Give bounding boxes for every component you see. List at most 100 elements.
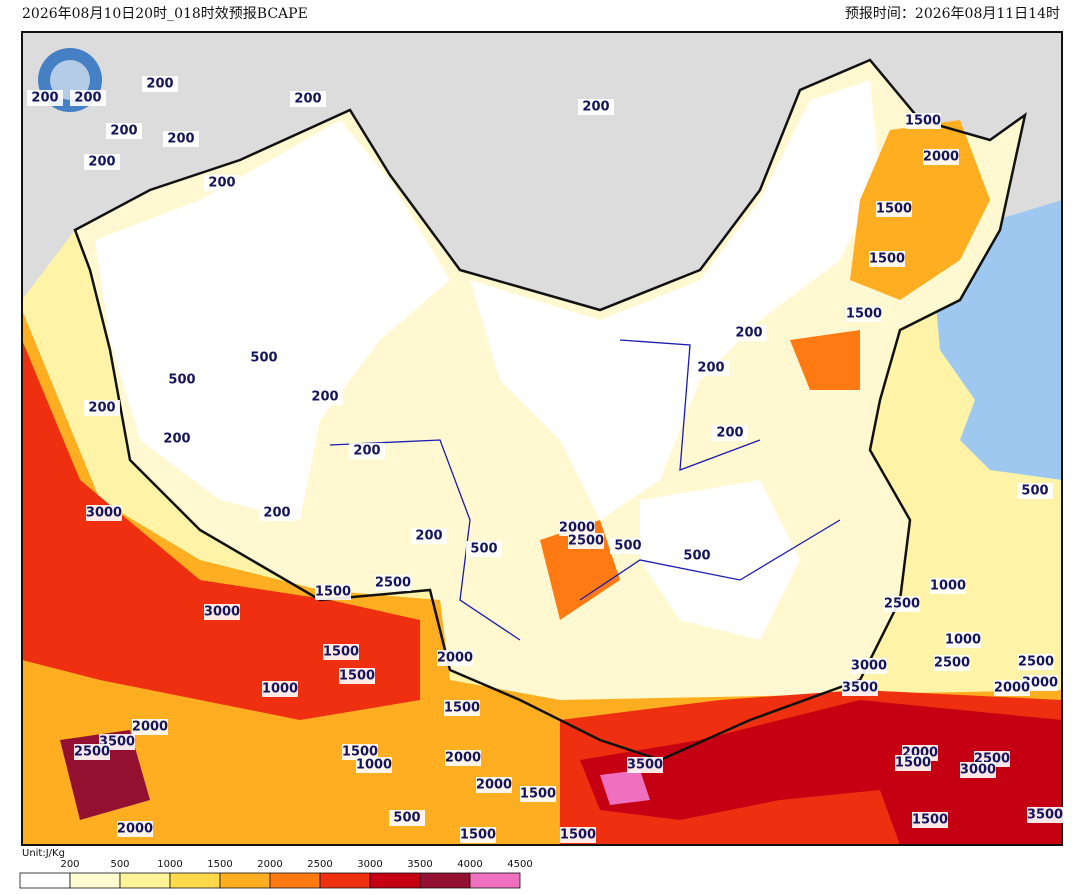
map	[21, 31, 1063, 846]
colorbar-box	[119, 872, 171, 889]
china-border	[73, 58, 1027, 762]
contour-label-group: 200	[712, 425, 748, 441]
contour-label-bg	[1017, 483, 1053, 499]
contour-label-group: 200	[307, 389, 343, 405]
header-right: 预报时间：2026年08月11日14时	[845, 6, 1060, 22]
contour-label-bg	[339, 668, 375, 684]
contour-label-group: 500	[1017, 483, 1053, 499]
contour-label-group: 1500	[869, 251, 905, 267]
contour-label: 3000	[204, 605, 240, 620]
colorbar-box	[469, 872, 521, 889]
contour-label-group: 3500	[842, 680, 878, 696]
contour-label: 1000	[262, 682, 298, 697]
contour-label: 2500	[375, 576, 411, 591]
contour-label-group: 1000	[930, 578, 966, 594]
contour-label: 200	[88, 401, 115, 416]
contour-label: 200	[146, 77, 173, 92]
contour-label: 1500	[342, 745, 378, 760]
colorbar-tick-label: 3000	[357, 859, 382, 870]
contour-label-bg	[204, 604, 240, 620]
contour-label: 200	[110, 124, 137, 139]
contour-label-group: 1500	[339, 668, 375, 684]
contour-label-bg	[411, 528, 447, 544]
contour-label-bg	[627, 757, 663, 773]
contour-label-bg	[262, 681, 298, 697]
contour-label-bg	[923, 149, 959, 165]
contour-label-bg	[895, 755, 931, 771]
contour-label-group: 200	[27, 90, 63, 106]
contour-label-bg	[204, 175, 240, 191]
contour-label-bg	[1022, 675, 1058, 691]
contour-label: 1000	[930, 579, 966, 594]
contour-label: 500	[393, 811, 420, 826]
contour-label-group: 2500	[934, 655, 970, 671]
contour-label: 200	[167, 132, 194, 147]
contour-label-bg	[876, 201, 912, 217]
colorbar-tick-label: 3500	[407, 859, 432, 870]
contour-label-bg	[159, 431, 195, 447]
contour-label: 3500	[842, 681, 878, 696]
contour-label: 1500	[905, 114, 941, 129]
contour-label: 200	[697, 361, 724, 376]
contour-label: 1500	[895, 756, 931, 771]
contour-label: 3500	[627, 758, 663, 773]
contour-label-bg	[27, 90, 63, 106]
contour-label: 200	[353, 444, 380, 459]
contour-label: 500	[470, 542, 497, 557]
contour-label-bg	[375, 575, 411, 591]
contour-label-bg	[869, 251, 905, 267]
contour-label: 1500	[444, 701, 480, 716]
contour-label-group: 2500	[884, 596, 920, 612]
contour-label-group: 200	[290, 91, 326, 107]
contour-label-group: 2500	[375, 575, 411, 591]
contour-label-bg	[74, 744, 110, 760]
contour-label-bg	[610, 538, 646, 554]
contour-label-group: 3000	[960, 762, 996, 778]
contour-label-bg	[912, 812, 948, 828]
contour-label-group: 1000	[356, 757, 392, 773]
contour-label-group: 3500	[627, 757, 663, 773]
colorbar-tick-label: 1500	[207, 859, 232, 870]
contour-label-bg	[560, 827, 596, 843]
colorbar-box	[19, 872, 71, 889]
header-left: 2026年08月10日20时_018时效预报BCAPE	[22, 6, 308, 22]
contour-label-group: 2000	[923, 149, 959, 165]
contour-label-bg	[460, 827, 496, 843]
contour-label-bg	[934, 655, 970, 671]
contour-label-group: 1500	[895, 755, 931, 771]
contour-label: 200	[294, 92, 321, 107]
contour-label: 1500	[460, 828, 496, 843]
contour-label-bg	[960, 762, 996, 778]
contour-label-bg	[349, 443, 385, 459]
contour-label-bg	[520, 786, 556, 802]
contour-label: 2000	[132, 720, 168, 735]
contour-label: 200	[208, 176, 235, 191]
contour-label-group: 200	[693, 360, 729, 376]
contour-label-group: 200	[578, 99, 614, 115]
contour-label: 200	[735, 326, 762, 341]
low-cape-north	[470, 80, 880, 520]
colorbar-tick-label: 4500	[507, 859, 532, 870]
contour-label-bg	[905, 113, 941, 129]
river	[329, 339, 841, 641]
contour-label-group: 2500	[1018, 654, 1054, 670]
contour-label-group: 200	[106, 123, 142, 139]
very-high-cape-sw	[22, 340, 420, 720]
contour-label-bg	[476, 777, 512, 793]
contour-label: 2500	[934, 656, 970, 671]
contour-label: 1500	[323, 645, 359, 660]
contour-label-group: 1500	[560, 827, 596, 843]
contour-label-bg	[568, 533, 604, 549]
colorbar-tick-label: 1000	[157, 859, 182, 870]
contour-label-group: 1500	[315, 584, 351, 600]
contour-label-bg	[315, 584, 351, 600]
contour-label: 3500	[1027, 808, 1063, 823]
contour-label-bg	[163, 131, 199, 147]
contour-label-bg	[307, 389, 343, 405]
colorbar-tick-label: 4000	[457, 859, 482, 870]
contour-label-bg	[1018, 654, 1054, 670]
contour-label-group: 3000	[851, 658, 887, 674]
contour-label: 2000	[445, 751, 481, 766]
unit-label: Unit:J/Kg	[22, 848, 65, 859]
contour-label-group: 1500	[520, 786, 556, 802]
